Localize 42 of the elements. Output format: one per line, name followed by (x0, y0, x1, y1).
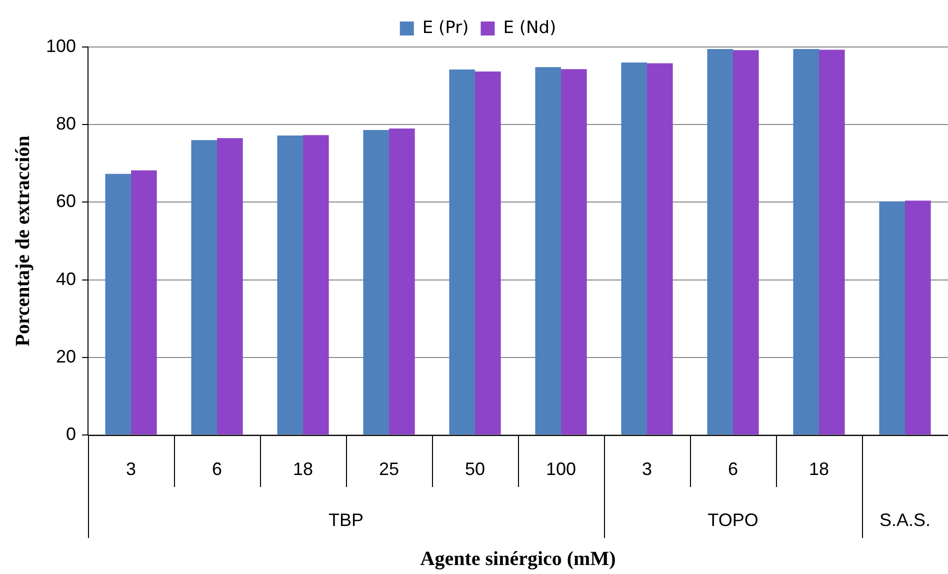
y-tick-label: 0 (66, 424, 76, 444)
bar (707, 48, 734, 434)
text: S.A.S. (879, 510, 931, 530)
text: TOPO (708, 510, 758, 530)
x-tick-label: 18 (293, 458, 314, 479)
x-axis-title: Agente sinérgico (mM) (420, 548, 616, 570)
x-tick-label: 6 (728, 458, 738, 479)
x-tick-label: 18 (808, 458, 830, 479)
bar (191, 140, 218, 434)
bar (561, 69, 587, 434)
bar (389, 128, 415, 434)
x-tick-label: 25 (379, 458, 400, 479)
bar (475, 71, 501, 434)
text: TBP (328, 510, 364, 530)
x-tick-label: 3 (126, 458, 136, 479)
x-tick-label: 50 (465, 458, 486, 479)
y-tick-label: 80 (56, 114, 76, 134)
bar (105, 174, 132, 434)
y-tick-label: 40 (56, 268, 76, 289)
bar (733, 50, 759, 434)
bar (131, 170, 157, 434)
bar (449, 70, 476, 434)
x-tick-label: 3 (642, 458, 652, 479)
bar (277, 135, 304, 434)
y-tick-label: 60 (56, 191, 76, 212)
bar (879, 201, 905, 434)
x-tick-label: 6 (212, 458, 222, 479)
bar (535, 67, 562, 434)
legend-label: E (Nd) (503, 18, 556, 38)
y-tick-label: 100 (46, 36, 76, 56)
bar (647, 63, 673, 434)
bar (905, 200, 931, 434)
bar (363, 130, 390, 434)
bar (217, 138, 243, 434)
bar (303, 135, 329, 434)
bar (793, 48, 820, 434)
bar (819, 50, 845, 434)
y-tick-label: 20 (56, 346, 76, 366)
legend-label: E (Pr) (422, 18, 469, 38)
x-tick-label: 100 (546, 458, 576, 479)
y-axis-title: Porcentaje de extracción (12, 136, 34, 346)
bar (621, 62, 648, 434)
